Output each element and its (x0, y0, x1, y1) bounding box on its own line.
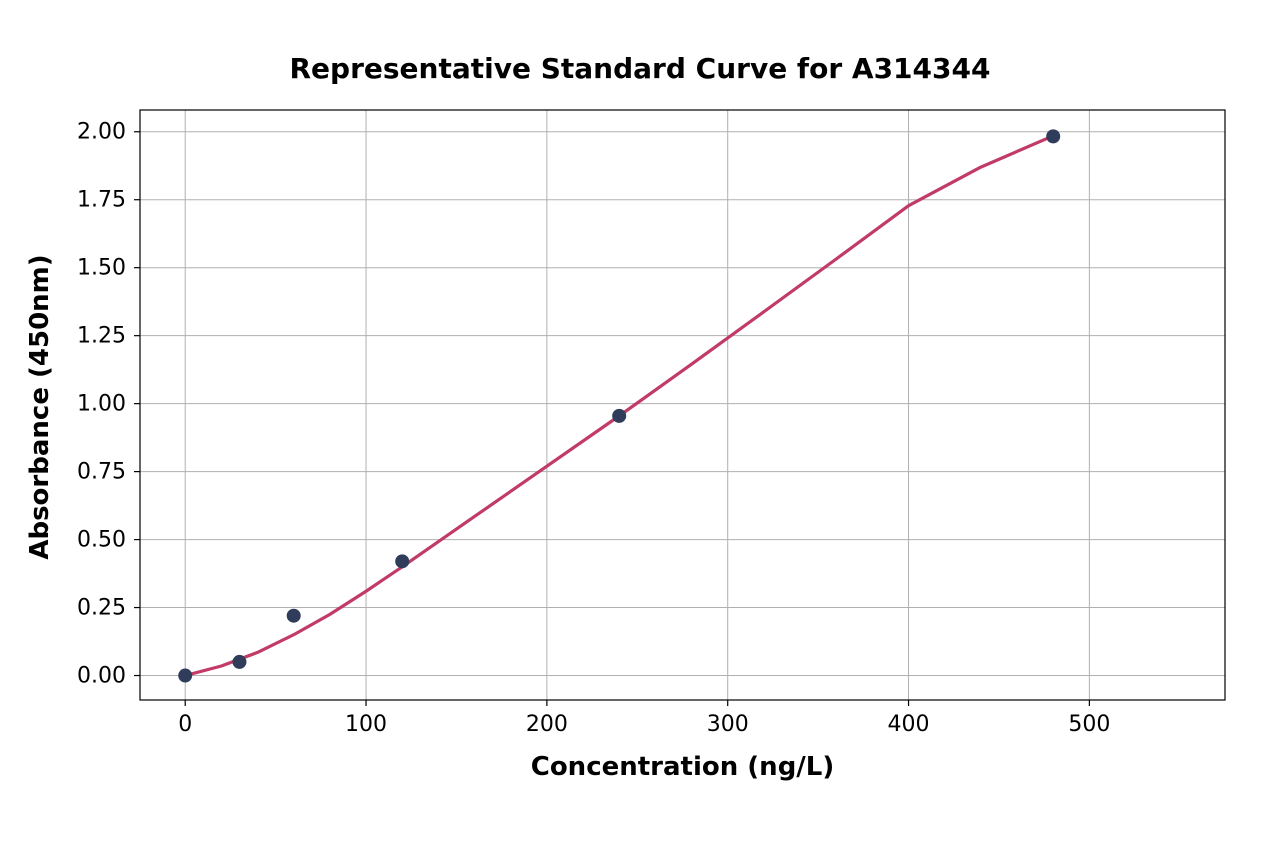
figure: Representative Standard Curve for A31434… (0, 0, 1280, 845)
xtick-label: 200 (526, 712, 568, 737)
data-point (1046, 129, 1060, 143)
data-point (232, 655, 246, 669)
ytick-label: 1.25 (56, 323, 126, 348)
xtick-label: 300 (707, 712, 749, 737)
xtick-label: 100 (345, 712, 387, 737)
xtick-label: 400 (888, 712, 930, 737)
plot-area (140, 110, 1225, 700)
chart-title: Representative Standard Curve for A31434… (0, 52, 1280, 85)
ytick-label: 1.75 (56, 187, 126, 212)
ytick-label: 1.00 (56, 391, 126, 416)
ytick-label: 0.00 (56, 663, 126, 688)
y-axis-label: Absorbance (450nm) (25, 207, 55, 607)
x-axis-label: Concentration (ng/L) (140, 752, 1225, 782)
xtick-label: 0 (178, 712, 192, 737)
ytick-label: 1.50 (56, 255, 126, 280)
ytick-label: 0.25 (56, 595, 126, 620)
ytick-label: 0.50 (56, 527, 126, 552)
data-point (178, 669, 192, 683)
plot-svg (140, 110, 1225, 700)
axes-frame (140, 110, 1225, 700)
data-point (395, 554, 409, 568)
ytick-label: 0.75 (56, 459, 126, 484)
xtick-label: 500 (1068, 712, 1110, 737)
data-point (612, 409, 626, 423)
data-point (287, 609, 301, 623)
ytick-label: 2.00 (56, 119, 126, 144)
fit-curve (185, 136, 1053, 676)
